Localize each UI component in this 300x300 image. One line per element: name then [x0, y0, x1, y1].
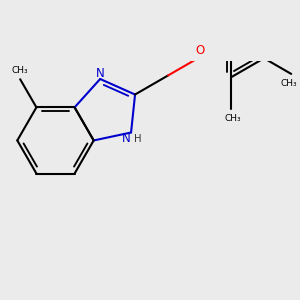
- Text: H: H: [134, 134, 142, 144]
- Text: CH₃: CH₃: [12, 66, 28, 75]
- Text: N: N: [96, 67, 104, 80]
- Text: CH₃: CH₃: [281, 79, 298, 88]
- Text: N: N: [122, 132, 130, 146]
- Text: CH₃: CH₃: [225, 114, 241, 123]
- Text: O: O: [195, 44, 204, 57]
